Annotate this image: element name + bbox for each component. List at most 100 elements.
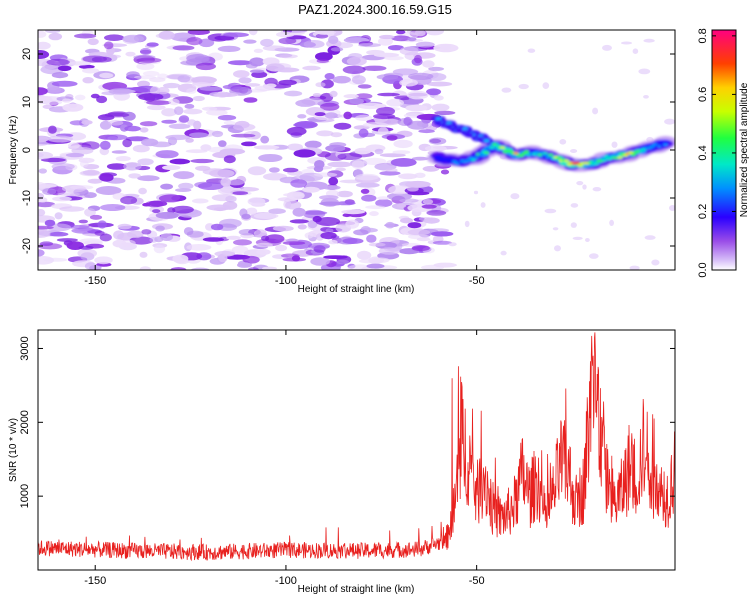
noise-blob: [209, 169, 235, 178]
ridge-blob: [534, 150, 540, 154]
snr-y-ticks: 1000 2000 3000: [19, 336, 675, 508]
noise-blob: [153, 244, 166, 254]
colorbar-gradient: [712, 30, 736, 270]
spectrogram-plot-area: [38, 30, 675, 270]
noise-blob: [425, 30, 444, 36]
noise-blob: [632, 48, 639, 54]
noise-blob: [570, 149, 578, 153]
noise-blob: [38, 41, 51, 50]
noise-blob: [48, 231, 69, 237]
noise-blob: [217, 114, 237, 121]
noise-blob: [313, 165, 324, 173]
colorbar-tick-label: 0.8: [697, 28, 709, 43]
noise-blob: [448, 242, 457, 247]
ridge-blob: [628, 151, 634, 154]
noise-blob: [376, 74, 399, 80]
noise-blob: [308, 242, 330, 250]
noise-blob: [227, 60, 253, 66]
snr-x-ticks: -150 -100 -50: [84, 330, 485, 587]
noise-blob: [418, 217, 433, 222]
noise-blob: [373, 113, 396, 120]
noise-blob: [400, 217, 413, 224]
noise-blob: [99, 140, 111, 150]
noise-blob: [43, 257, 68, 262]
noise-blob: [366, 263, 385, 269]
noise-blob: [414, 172, 426, 178]
noise-blob: [223, 32, 250, 38]
colorbar-tick-label: 0.0: [697, 262, 709, 277]
ridge-blob: [604, 155, 610, 159]
noise-blob: [160, 183, 174, 190]
noise-blob: [211, 194, 235, 202]
noise-blob: [250, 131, 261, 140]
noise-blob: [500, 250, 507, 256]
noise-blob: [355, 182, 380, 188]
noise-blob: [146, 42, 159, 47]
noise-blob: [369, 211, 379, 217]
noise-blob: [638, 68, 651, 75]
noise-blob: [365, 205, 386, 210]
noise-blob: [336, 259, 349, 265]
noise-blob: [328, 177, 339, 186]
noise-blob: [152, 209, 161, 214]
noise-blob: [172, 254, 189, 264]
ridge-blob: [518, 154, 524, 158]
noise-blob: [322, 185, 341, 190]
noise-blob: [168, 98, 180, 106]
noise-blob: [82, 67, 100, 74]
noise-blob: [542, 82, 550, 89]
noise-blob: [396, 30, 406, 35]
noise-blob: [136, 57, 162, 63]
noise-blob: [312, 93, 322, 98]
noise-blob: [190, 158, 215, 164]
noise-blob: [375, 199, 393, 208]
noise-blob: [426, 81, 453, 87]
noise-blob: [69, 120, 86, 126]
noise-blob: [46, 58, 70, 66]
noise-blob: [422, 165, 440, 172]
noise-blob: [84, 208, 96, 217]
noise-blob: [552, 227, 559, 231]
noise-blob: [373, 52, 400, 58]
noise-blob: [48, 125, 57, 134]
noise-blob: [233, 123, 256, 131]
noise-blob: [213, 207, 227, 212]
noise-blob: [77, 248, 97, 258]
noise-blob: [289, 219, 309, 224]
noise-blob: [377, 92, 400, 97]
noise-blob: [74, 33, 97, 39]
noise-blob: [440, 169, 450, 175]
noise-blob: [327, 161, 353, 168]
noise-blob: [361, 194, 377, 202]
noise-blob: [316, 59, 329, 63]
noise-blob: [174, 106, 184, 115]
noise-blob: [120, 196, 138, 205]
noise-blob: [38, 201, 56, 208]
noise-blob: [137, 80, 150, 88]
noise-blob: [314, 112, 326, 117]
noise-blob: [113, 230, 125, 240]
noise-blob: [121, 239, 136, 247]
noise-blob: [396, 203, 407, 208]
noise-blob: [232, 191, 249, 196]
noise-blob: [620, 41, 633, 45]
noise-blob: [81, 120, 93, 125]
noise-blob: [473, 190, 479, 195]
noise-blob: [403, 116, 413, 126]
noise-blob: [261, 235, 270, 241]
ridge-blob: [499, 146, 506, 150]
noise-blob: [138, 93, 164, 101]
ridge-blob: [649, 145, 655, 148]
noise-blob: [510, 193, 520, 200]
noise-blob: [249, 69, 265, 74]
noise-blob: [105, 134, 128, 141]
ridge-blob: [478, 153, 484, 157]
noise-blob: [51, 72, 69, 79]
noise-blob: [385, 168, 398, 173]
noise-blob: [150, 86, 160, 95]
noise-blob: [602, 44, 612, 51]
noise-blob: [38, 249, 45, 257]
noise-blob: [406, 90, 429, 100]
ridge-blob: [556, 156, 562, 160]
